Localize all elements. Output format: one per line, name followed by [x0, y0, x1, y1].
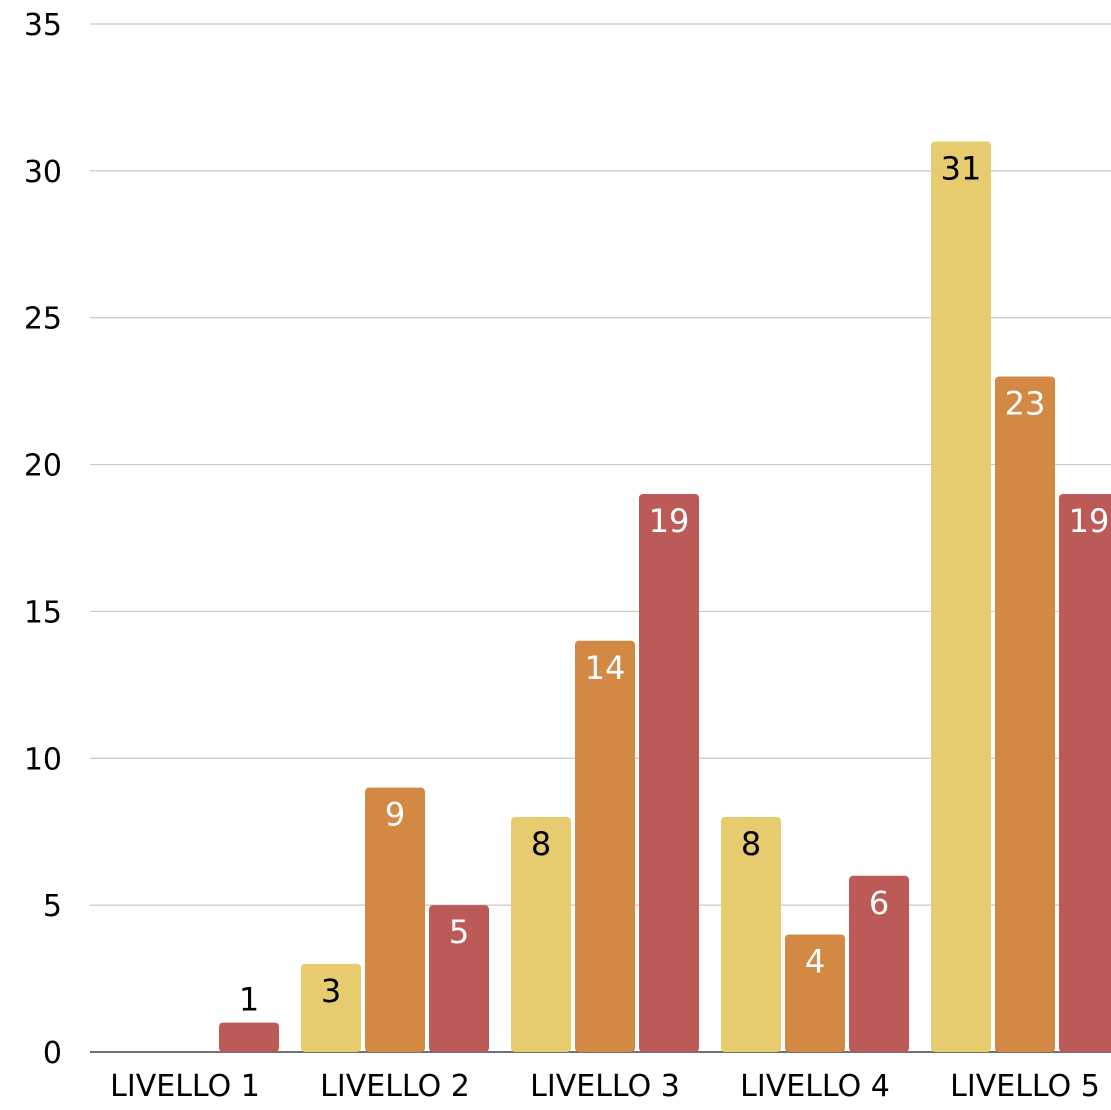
- y-tick-label: 0: [43, 1036, 62, 1071]
- y-tick-label: 15: [24, 595, 62, 630]
- x-category-label: LIVELLO 5: [950, 1069, 1100, 1104]
- x-category-label: LIVELLO 2: [320, 1069, 470, 1104]
- x-axis-category-labels: LIVELLO 1 LIVELLO 2 LIVELLO 3 LIVELLO 4 LIVE…: [110, 1069, 1100, 1104]
- bars: [219, 141, 1111, 1052]
- x-category-label: LIVELLO 1: [110, 1069, 260, 1104]
- data-label: 19: [1069, 502, 1110, 540]
- data-label: 9: [385, 796, 405, 834]
- data-label: 6: [869, 884, 889, 922]
- bar: [429, 905, 489, 1052]
- bar: [849, 875, 909, 1052]
- data-label: 14: [585, 649, 626, 687]
- bar: [931, 141, 991, 1052]
- bar: [575, 640, 635, 1052]
- bar: [639, 493, 699, 1052]
- data-label: 31: [941, 149, 982, 187]
- data-label: 19: [649, 502, 690, 540]
- x-category-label: LIVELLO 4: [740, 1069, 890, 1104]
- data-label: 8: [531, 825, 551, 863]
- bar: [785, 934, 845, 1052]
- y-axis-tick-labels: 0 5 10 15 20 25 30 35: [24, 8, 62, 1071]
- data-label: 4: [805, 943, 825, 981]
- y-tick-label: 5: [43, 889, 62, 924]
- bar: [511, 817, 571, 1052]
- bar: [1059, 493, 1111, 1052]
- data-label: 3: [321, 972, 341, 1010]
- y-tick-label: 35: [24, 8, 62, 43]
- bar: [219, 1022, 279, 1052]
- y-tick-label: 20: [24, 449, 62, 484]
- bar: [721, 817, 781, 1052]
- data-label: 1: [239, 981, 259, 1019]
- data-label: 23: [1005, 384, 1046, 422]
- data-label: 5: [449, 913, 469, 951]
- x-category-label: LIVELLO 3: [530, 1069, 680, 1104]
- y-tick-label: 25: [24, 302, 62, 337]
- y-tick-label: 10: [24, 742, 62, 777]
- bar: [995, 376, 1055, 1052]
- y-tick-label: 30: [24, 155, 62, 190]
- bar: [365, 787, 425, 1052]
- bar: [301, 963, 361, 1052]
- data-label: 8: [741, 825, 761, 863]
